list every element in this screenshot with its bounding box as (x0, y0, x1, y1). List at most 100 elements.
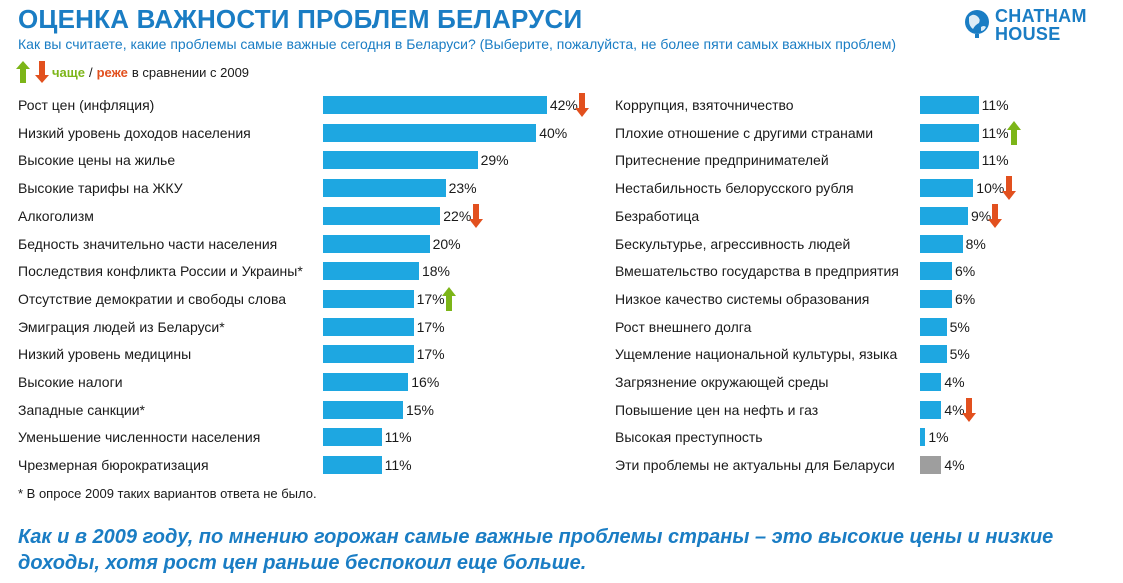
data-label: 1% (928, 429, 949, 446)
data-label: 9% (970, 207, 992, 224)
category-label: Высокая преступность (615, 429, 763, 446)
category-label: Чрезмерная бюрократизация (18, 457, 209, 474)
logo-line-2: HOUSE (995, 24, 1061, 44)
category-label: Рост внешнего долга (615, 318, 752, 335)
category-label: Ущемление национальной культуры, языка (615, 346, 898, 363)
data-label: 23% (448, 180, 477, 197)
category-label: Эти проблемы не актуальны для Беларуси (615, 457, 895, 474)
category-label: Плохие отношение с другими странами (615, 124, 874, 141)
data-label: 20% (432, 235, 461, 252)
category-label: Бескультурье, агрессивность людей (615, 235, 851, 252)
bar (323, 262, 419, 281)
category-label: Высокие налоги (18, 374, 123, 390)
category-label: Последствия конфликта России и Украины* (18, 263, 303, 280)
data-label: 17% (416, 290, 445, 307)
category-label: Высокие цены на жилье (18, 152, 176, 169)
category-label: Бедность значительно части населения (18, 235, 278, 252)
chatham-house-logo: CHATHAM HOUSE (963, 7, 1103, 47)
bar (920, 345, 947, 364)
category-label: Низкое качество системы образования (615, 290, 870, 307)
data-label: 11% (981, 97, 1009, 113)
bar (920, 289, 952, 308)
data-label: 4% (944, 401, 965, 418)
category-label: Притеснение предпринимателей (615, 152, 829, 169)
data-label: 11% (384, 429, 412, 446)
bar (920, 262, 952, 281)
bar (920, 373, 942, 391)
data-label: 5% (949, 318, 970, 335)
bar (920, 151, 979, 170)
bar (920, 456, 942, 475)
bar (323, 123, 537, 142)
data-label: 22% (443, 207, 472, 224)
data-label: 11% (981, 152, 1009, 169)
data-label: 17% (416, 346, 445, 363)
bar (323, 317, 414, 336)
legend-more: чаще (52, 64, 85, 80)
arrow-down-icon (961, 397, 976, 427)
conclusion-text: Как и в 2009 году, по мнению горожан сам… (18, 526, 1054, 574)
bar (920, 400, 942, 419)
bar (323, 206, 441, 225)
arrow-up-icon (442, 286, 457, 316)
category-label: Низкий уровень медицины (18, 346, 192, 363)
bar (920, 123, 979, 142)
data-label: 5% (949, 346, 970, 363)
arrow-down-icon (575, 93, 590, 122)
data-label: 4% (944, 457, 965, 474)
bar (920, 317, 947, 336)
legend-separator: / (88, 64, 93, 80)
category-label: Алкоголизм (18, 207, 94, 224)
bar (323, 234, 430, 253)
category-label: Загрязнение окружающей среды (615, 374, 829, 390)
category-label: Низкий уровень доходов населения (18, 124, 251, 141)
data-label: 16% (411, 374, 440, 390)
bar (920, 96, 979, 114)
category-label: Повышение цен на нефть и газ (615, 401, 819, 418)
bar (323, 179, 446, 198)
bar (323, 345, 414, 364)
globe-icon (965, 10, 989, 38)
category-label: Уменьшение численности населения (18, 429, 261, 446)
data-label: 8% (965, 235, 986, 252)
bar (323, 428, 382, 447)
data-label: 6% (954, 290, 976, 307)
data-label: 15% (405, 401, 434, 418)
category-label: Вмешательство государства в предприятия (615, 263, 899, 280)
category-label: Безработица (615, 207, 700, 224)
legend-arrows-icon (16, 61, 49, 83)
bar (920, 234, 963, 253)
chart-subtitle: Как вы считаете, какие проблемы самые ва… (18, 36, 897, 52)
category-label: Отсутствие демократии и свободы слова (18, 290, 287, 307)
arrow-down-icon (1001, 176, 1016, 205)
category-label: Эмиграция людей из Беларуси* (18, 318, 225, 335)
arrow-down-icon (988, 203, 1003, 233)
bar (323, 373, 409, 391)
bar (920, 179, 974, 198)
data-label: 29% (480, 152, 509, 169)
data-label: 4% (944, 374, 965, 390)
data-label: 42% (549, 97, 578, 113)
legend-less: реже (96, 64, 128, 80)
bar (920, 206, 968, 225)
data-label: 17% (416, 318, 445, 335)
data-label: 18% (421, 263, 450, 280)
footnote: * В опросе 2009 таких вариантов ответа н… (18, 486, 317, 501)
bar (323, 96, 547, 114)
bar (323, 400, 403, 419)
legend: чаще / реже в сравнении с 2009 (16, 60, 250, 84)
legend-rest: в сравнении с 2009 (131, 64, 250, 80)
arrow-down-icon (468, 203, 483, 233)
logo-line-1: CHATHAM (995, 6, 1087, 26)
category-label: Нестабильность белорусского рубля (615, 180, 854, 197)
category-label: Высокие тарифы на ЖКУ (18, 180, 183, 197)
bar (323, 151, 478, 170)
chart-title: ОЦЕНКА ВАЖНОСТИ ПРОБЛЕМ БЕЛАРУСИ (18, 4, 583, 34)
bar (323, 456, 382, 475)
data-label: 11% (981, 124, 1009, 141)
bar (920, 428, 926, 447)
arrow-up-icon (1007, 120, 1022, 150)
data-label: 40% (539, 124, 568, 141)
bar (323, 289, 414, 308)
data-label: 10% (976, 180, 1005, 197)
